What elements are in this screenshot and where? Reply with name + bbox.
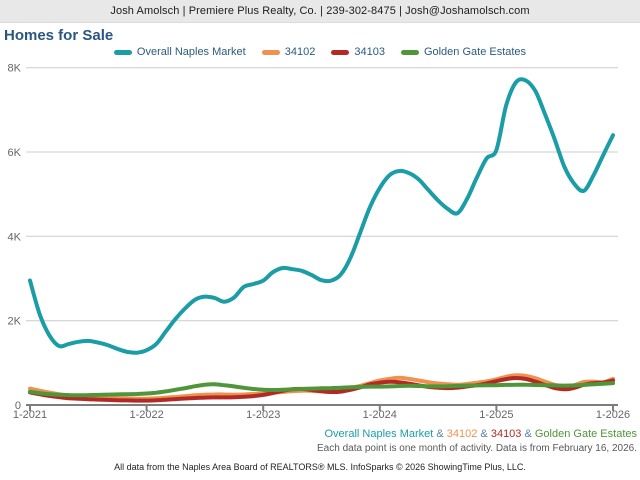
footer-series-names: Overall Naples Market & 34102 & 34103 & …: [0, 428, 638, 440]
y-axis-label-4K: 4K: [8, 231, 22, 243]
x-axis-label-1-2025: 1-2025: [479, 409, 513, 420]
legend-swatch-icon: [261, 49, 280, 55]
legend-item-label: Golden Gate Estates: [423, 46, 527, 58]
series-line-golden-gate-estates[interactable]: [28, 381, 615, 398]
footer-ampersand: &: [477, 428, 491, 440]
legend-item-label: 34102: [284, 46, 316, 58]
series-line-34103[interactable]: [28, 376, 615, 403]
footer-series-name-34103: 34103: [490, 428, 522, 440]
footer-series-name-overall-naples-market: Overall Naples Market: [324, 428, 434, 440]
footer-ampersand: &: [521, 428, 535, 440]
legend-item-overall-naples-market[interactable]: Overall Naples Market: [113, 46, 246, 58]
legend-item-34103[interactable]: 34103: [331, 46, 385, 58]
legend-item-34102[interactable]: 34102: [261, 46, 316, 58]
y-axis-label-6K: 6K: [8, 147, 22, 159]
y-axis-label-2K: 2K: [8, 316, 22, 328]
legend-swatch-icon: [400, 49, 419, 55]
legend-item-label: Overall Naples Market: [136, 46, 246, 58]
chart-area: 0 2K 4K 6K 8K 1-2021 1-2022 1-2023 1-2024 1-2025 1…: [0, 60, 640, 421]
agent-header-bar: Josh Amolsch | Premiere Plus Realty, Co.…: [0, 0, 640, 23]
footer-data-note: Each data point is one month of activity…: [317, 443, 637, 454]
legend-swatch-icon: [331, 49, 350, 55]
x-axis-label-1-2023: 1-2023: [246, 409, 280, 420]
page-title: Homes for Sale: [4, 27, 114, 44]
chart-legend: Overall Naples Market 34102 34103 Golden Ga…: [0, 44, 640, 60]
legend-item-golden-gate-estates[interactable]: Golden Gate Estates: [400, 46, 527, 58]
footer-ampersand: &: [433, 428, 447, 440]
y-axis-label-0: 0: [15, 400, 21, 412]
footer-series-name-34102: 34102: [446, 428, 478, 440]
legend-swatch-icon: [113, 49, 132, 55]
agent-contact-text: Josh Amolsch | Premiere Plus Realty, Co.…: [110, 5, 530, 17]
x-axis-label-1-2022: 1-2022: [129, 409, 163, 420]
y-axis-label-8K: 8K: [8, 63, 22, 75]
series-line-overall-naples-market[interactable]: [28, 77, 615, 355]
x-axis-label-1-2024: 1-2024: [363, 409, 397, 420]
x-axis-label-1-2021: 1-2021: [13, 409, 47, 420]
x-axis-label-1-2026: 1-2026: [596, 409, 630, 420]
legend-item-label: 34103: [354, 46, 385, 58]
homes-for-sale-line-chart: 0 2K 4K 6K 8K 1-2021 1-2022 1-2023 1-2024 1-2025 1…: [8, 63, 631, 421]
footer-attribution: All data from the Naples Area Board of R…: [114, 462, 526, 472]
footer-series-name-golden-gate-estates: Golden Gate Estates: [534, 428, 637, 440]
